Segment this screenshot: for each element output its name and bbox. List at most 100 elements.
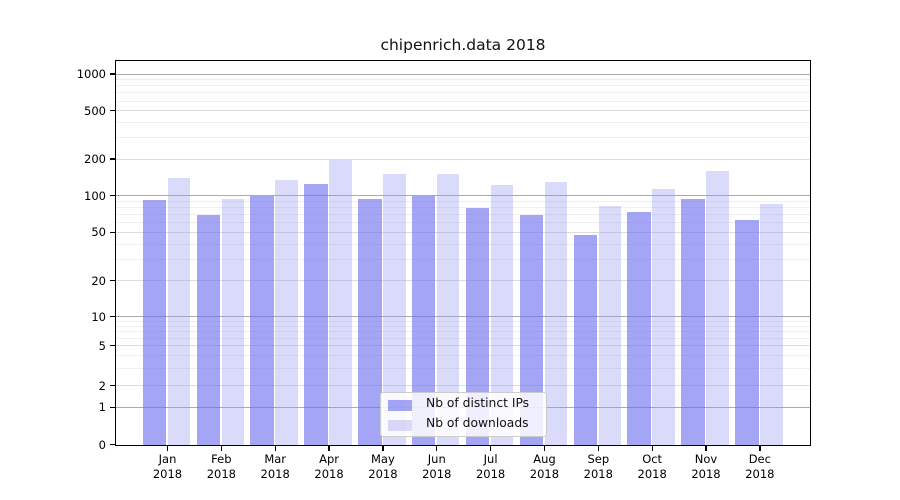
gridline-minor [116, 243, 810, 245]
x-tick-mark [328, 446, 330, 451]
bar-dec-distinct-ips [735, 219, 759, 445]
legend-swatch-downloads [388, 420, 412, 431]
x-tick-label-apr: Apr 2018 [314, 452, 344, 481]
x-tick-label-feb: Feb 2018 [206, 452, 236, 481]
x-tick-mark [436, 446, 438, 451]
x-tick-label-jan: Jan 2018 [152, 452, 183, 481]
legend-swatch-distinct-ips [388, 400, 412, 411]
gridline-20 [116, 280, 810, 282]
bar-sep-distinct-ips [573, 234, 597, 445]
y-tick-label: 0 [98, 437, 106, 452]
gridline-minor [116, 92, 810, 94]
bar-aug-distinct-ips [519, 214, 544, 445]
gridline-minor [116, 137, 810, 139]
gridline-1000 [116, 73, 810, 75]
bar-apr-distinct-ips [304, 183, 328, 445]
y-tick-label: 10 [91, 309, 106, 324]
bar-may-distinct-ips [358, 198, 382, 445]
x-tick-mark [166, 446, 169, 451]
gridline-minor [116, 331, 810, 333]
gridline-500 [116, 110, 810, 112]
y-tick-label: 1 [98, 400, 106, 415]
y-tick-mark [110, 444, 115, 446]
x-tick-label-oct: Oct 2018 [637, 452, 667, 481]
bar-nov-downloads [706, 171, 729, 445]
bar-feb-distinct-ips [196, 214, 221, 445]
gridline-minor [116, 258, 810, 260]
gridline-minor [116, 355, 810, 357]
gridline-minor [116, 367, 810, 369]
y-tick-mark [110, 406, 115, 408]
legend: Nb of distinct IPs Nb of downloads [380, 392, 547, 437]
y-tick-mark [110, 316, 115, 318]
x-tick-mark [759, 446, 761, 451]
legend-label-downloads: Nb of downloads [426, 416, 529, 430]
y-tick-label: 100 [84, 188, 106, 203]
gridline-minor [116, 207, 810, 209]
x-tick-mark [274, 446, 276, 451]
bar-jul-downloads [490, 185, 514, 445]
gridline-minor [116, 100, 810, 102]
x-tick-mark [705, 446, 707, 451]
x-tick-mark [543, 446, 546, 451]
y-tick-mark [110, 231, 115, 233]
y-tick-label: 5 [98, 338, 106, 353]
x-tick-label-jun: Jun 2018 [422, 452, 452, 481]
x-tick-mark [651, 446, 653, 451]
plot-area: Nb of distinct IPs Nb of downloads [115, 60, 811, 446]
gridline-100 [116, 195, 810, 197]
x-tick-label-dec: Dec 2018 [745, 452, 775, 481]
y-tick-mark [110, 195, 115, 197]
bar-jun-distinct-ips [411, 195, 436, 445]
gridline-10 [116, 316, 810, 318]
y-tick-label: 20 [91, 273, 106, 288]
gridline-minor [116, 85, 810, 87]
x-tick-label-sep: Sep 2018 [583, 452, 613, 481]
gridline-minor [116, 222, 810, 224]
bar-may-downloads [383, 174, 406, 445]
x-tick-label-jul: Jul 2018 [475, 452, 506, 481]
y-tick-label: 1000 [76, 66, 106, 81]
bar-feb-downloads [221, 198, 245, 445]
chart-title: chipenrich.data 2018 [380, 36, 546, 54]
bar-aug-downloads [544, 182, 568, 445]
bar-oct-downloads [652, 188, 675, 445]
bar-mar-distinct-ips [250, 195, 274, 445]
y-tick-label: 500 [84, 103, 106, 118]
bar-mar-downloads [275, 180, 298, 445]
x-tick-mark [220, 446, 223, 451]
y-tick-mark [110, 73, 115, 75]
bar-jul-distinct-ips [465, 208, 490, 445]
bar-oct-distinct-ips [627, 211, 651, 445]
y-tick-mark [110, 158, 115, 160]
bar-jun-downloads [436, 174, 460, 445]
y-tick-mark [110, 345, 115, 347]
gridline-minor [116, 200, 810, 202]
gridline-minor [116, 214, 810, 216]
gridline-minor [116, 337, 810, 339]
x-tick-mark [597, 446, 599, 451]
x-tick-mark [382, 446, 384, 451]
x-tick-mark [490, 446, 492, 451]
legend-row-downloads: Nb of downloads [381, 415, 546, 435]
y-tick-mark [110, 385, 115, 387]
gridline-5 [116, 345, 810, 347]
y-tick-label: 2 [98, 378, 106, 393]
bar-sep-downloads [598, 206, 621, 445]
bar-jan-distinct-ips [142, 199, 167, 445]
legend-label-distinct-ips: Nb of distinct IPs [426, 396, 530, 410]
bar-nov-distinct-ips [681, 198, 705, 445]
gridline-50 [116, 232, 810, 233]
x-tick-label-mar: Mar 2018 [260, 452, 290, 481]
x-tick-label-may: May 2018 [368, 452, 398, 481]
gridline-minor [116, 79, 810, 81]
gridline-minor [116, 320, 810, 322]
bar-jan-downloads [167, 177, 191, 445]
gridline-200 [116, 158, 810, 160]
y-tick-mark [110, 280, 115, 282]
gridline-2 [116, 385, 810, 387]
legend-row-distinct-ips: Nb of distinct IPs [381, 395, 546, 415]
bar-apr-downloads [329, 160, 352, 445]
x-tick-label-nov: Nov 2018 [691, 452, 721, 481]
